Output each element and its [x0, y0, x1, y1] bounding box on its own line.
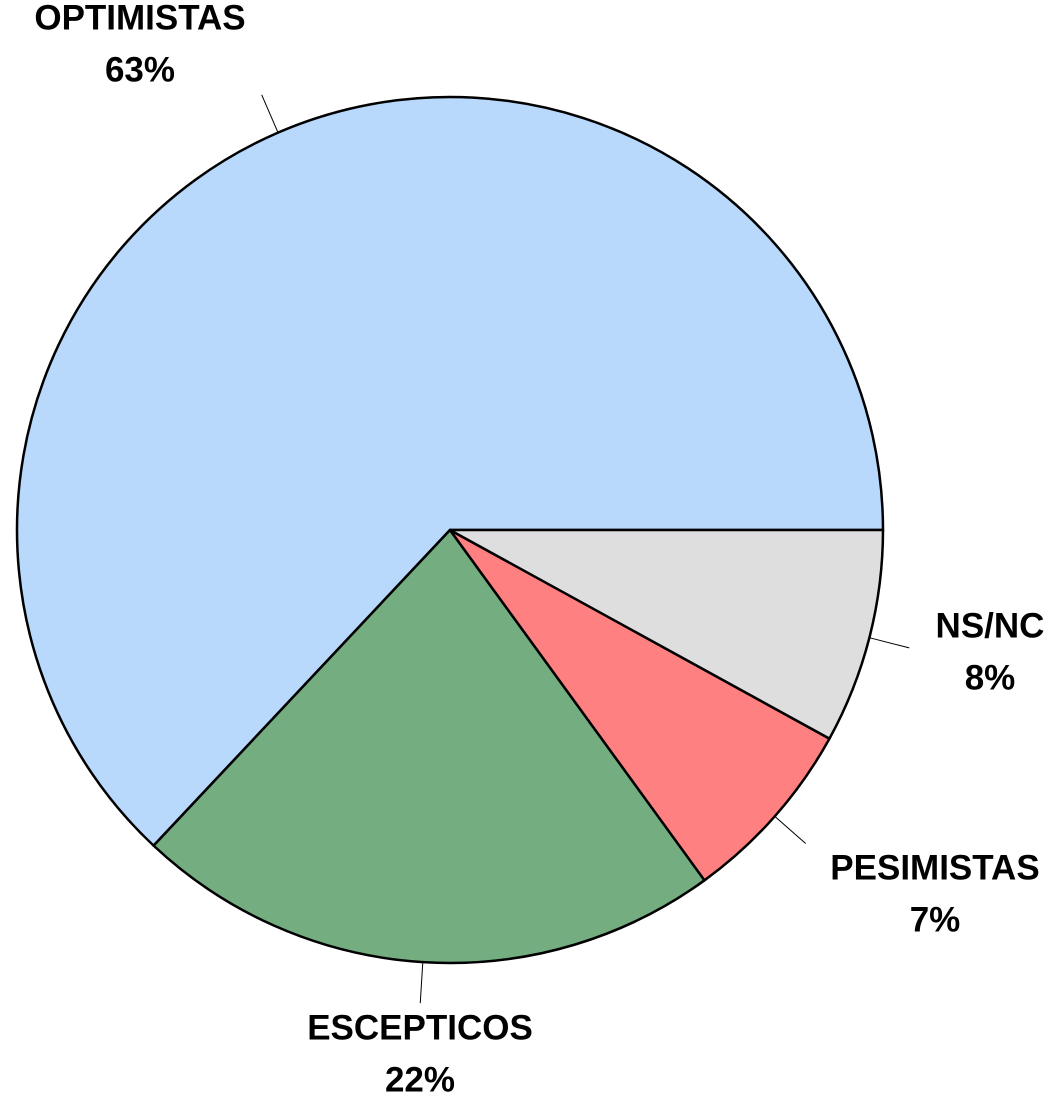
slice-label: NS/NC: [936, 606, 1045, 645]
slice-value-label: 63%: [105, 50, 175, 89]
slice-label: PESIMISTAS: [830, 848, 1039, 887]
leader-line: [419, 962, 424, 1004]
leader-line: [869, 637, 910, 649]
slice-value-label: 8%: [965, 658, 1016, 697]
pie-slice: [448, 528, 885, 740]
leader-line: [261, 94, 279, 133]
slice-label: ESCEPTICOS: [307, 1008, 533, 1047]
leader-line: [774, 815, 806, 844]
slice-value-label: 7%: [910, 900, 961, 939]
pie-slice: [15, 95, 885, 847]
pie-slice: [152, 528, 706, 965]
slice-value-label: 22%: [385, 1060, 455, 1099]
slice-label: OPTIMISTAS: [34, 0, 245, 37]
pie-slice: [448, 528, 831, 882]
